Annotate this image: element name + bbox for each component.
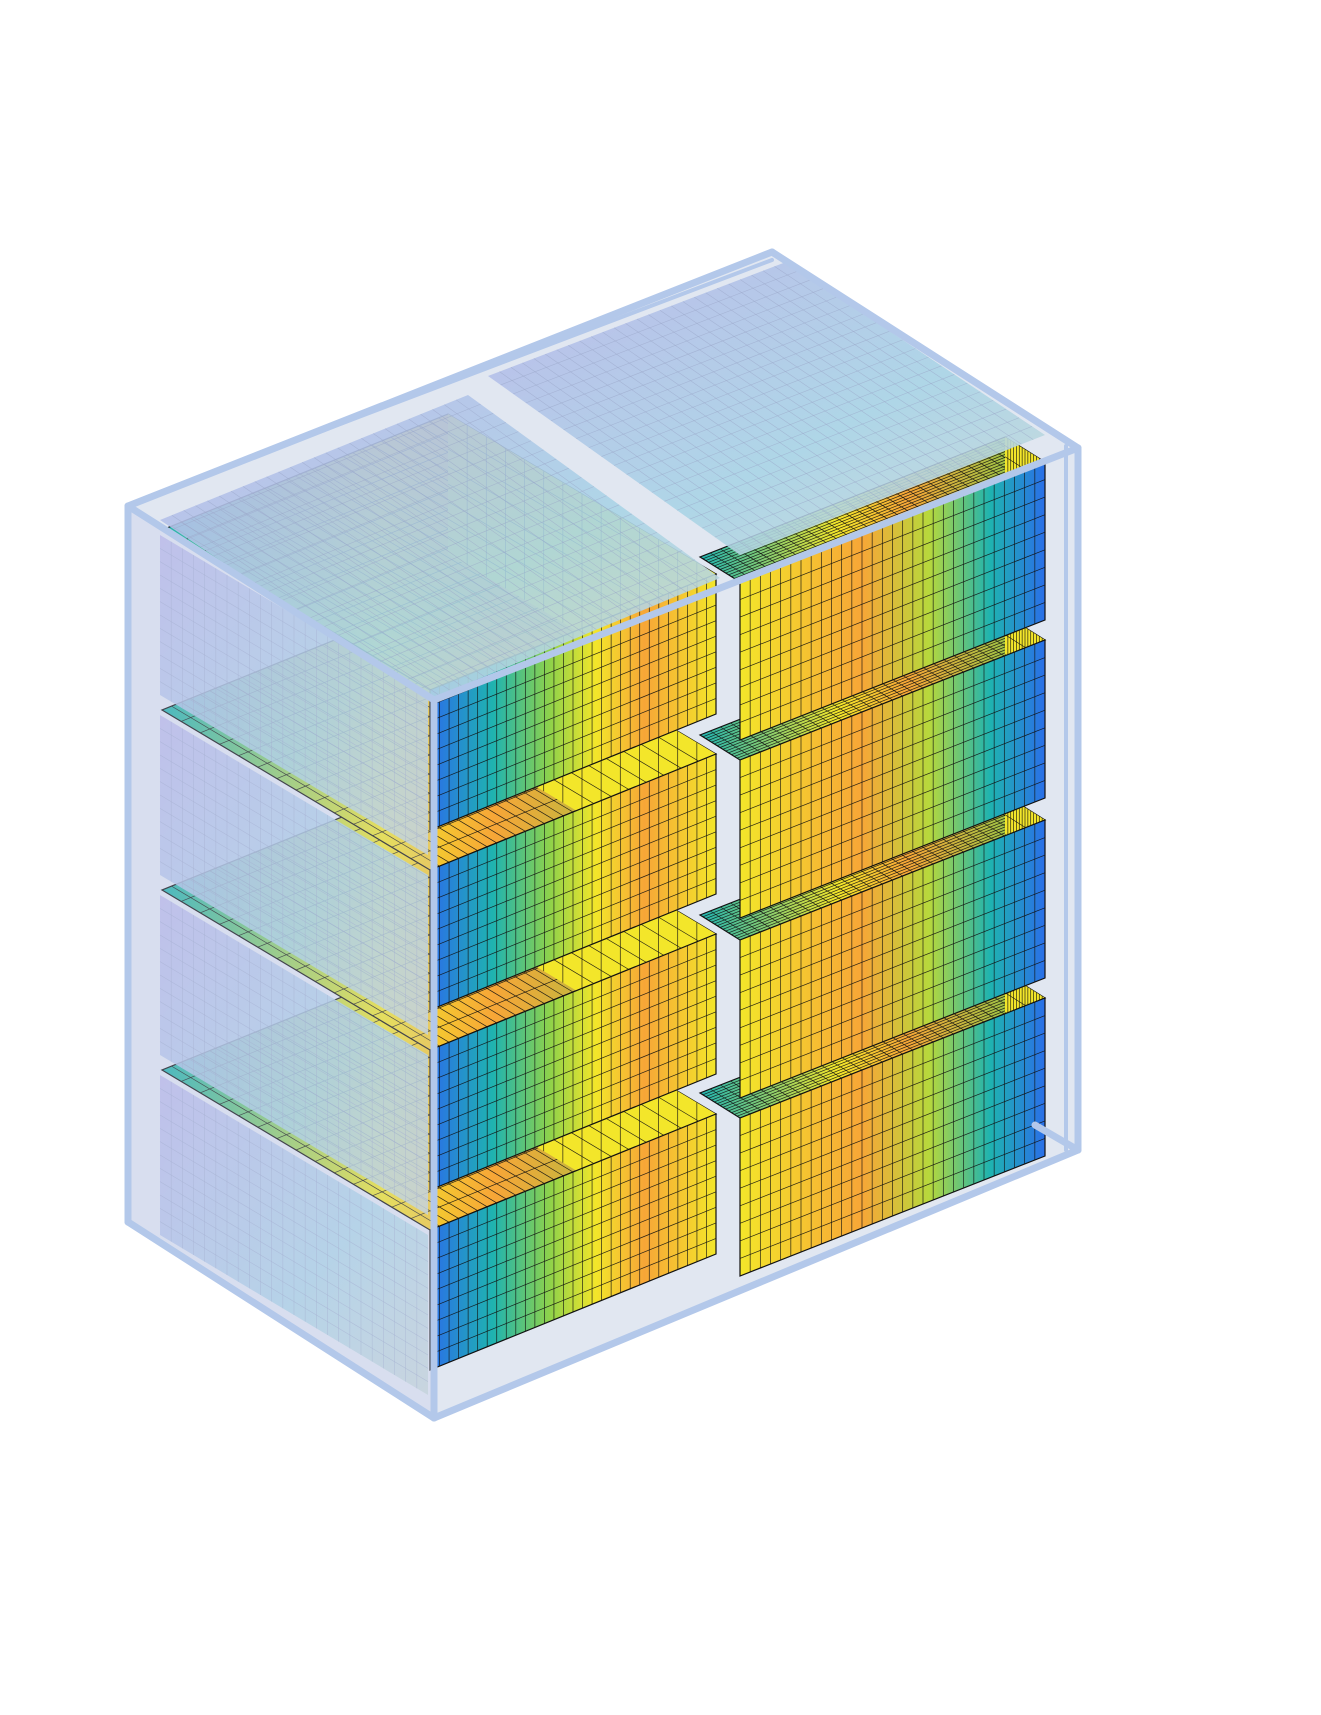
faded-module-side-4 <box>159 1075 429 1395</box>
enclosure-left-wall <box>128 506 434 1418</box>
faded-module-side-1 <box>159 535 429 855</box>
faded-top-slab-right <box>488 262 1045 555</box>
enclosure-edge <box>1031 1121 1082 1154</box>
enclosure-edge <box>430 1146 1082 1422</box>
enclosure-edge <box>124 502 438 704</box>
enclosure-edge <box>124 1218 438 1422</box>
module-right-1-front-face <box>739 461 1046 741</box>
enclosure-edge <box>768 248 1082 452</box>
module-right-4-front-face <box>739 997 1046 1277</box>
enclosure-edge <box>430 444 1082 704</box>
module-right-3-front-face <box>739 819 1046 1099</box>
module-left-2-front-face <box>429 753 717 1011</box>
faded-module-side-3 <box>159 895 429 1215</box>
enclosure-edge <box>138 258 774 502</box>
enclosure-front-edges <box>124 248 1082 1422</box>
module-right-2-front-face <box>739 639 1046 919</box>
module-left-3-front-face <box>429 933 717 1191</box>
battery-modules <box>159 262 1047 1395</box>
faded-module-side-2 <box>159 715 429 1035</box>
module-right-1 <box>698 436 1047 741</box>
faded-top-slab-left <box>160 395 720 700</box>
module-left-4-front-face <box>429 1113 717 1371</box>
